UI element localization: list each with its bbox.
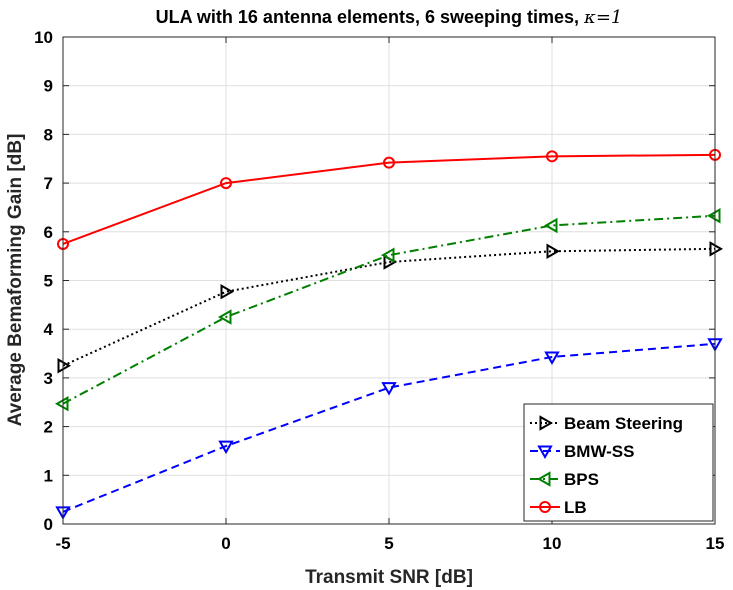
y-tick-label: 6 (44, 223, 53, 242)
y-tick-label: 8 (44, 125, 53, 144)
legend-label: BMW-SS (564, 442, 634, 461)
data-point-bps (217, 309, 232, 325)
legend-marker (539, 501, 551, 513)
data-point-beam-steering (709, 241, 724, 257)
data-point-lb (546, 150, 558, 163)
y-tick-label: 4 (44, 320, 54, 339)
legend: Beam Steering BMW-SS BPS LB (523, 403, 714, 522)
chart-title: ULA with 16 antenna elements, 6 sweeping… (156, 7, 623, 28)
legend-label: LB (564, 498, 587, 517)
data-point-bps (706, 208, 721, 224)
y-tick-label: 1 (44, 466, 53, 485)
x-tick-label: -5 (55, 534, 70, 553)
legend-items: Beam Steering BMW-SS BPS LB (530, 414, 683, 517)
data-point-bmw-ss (381, 382, 397, 396)
x-tick-label: 5 (384, 534, 393, 553)
data-point-bmw-ss (218, 440, 234, 455)
data-point-bmw-ss (544, 351, 560, 365)
y-tick-label: 9 (44, 77, 53, 96)
legend-item-lb: LB (530, 498, 587, 517)
legend-label: Beam Steering (564, 414, 683, 433)
y-tick-label: 5 (44, 272, 53, 291)
series-line-bmw-ss (62, 342, 716, 513)
axis-ticks (62, 36, 716, 525)
data-point-bps (54, 395, 69, 412)
data-point-bps (543, 217, 558, 234)
series-line-lb (62, 153, 716, 245)
data-point-beam-steering (57, 358, 72, 374)
x-tick-label: 10 (543, 534, 562, 553)
y-tick-label: 7 (44, 174, 53, 193)
legend-marker (536, 471, 551, 487)
legend-label: BPS (564, 470, 599, 489)
y-tick-label: 10 (34, 28, 53, 47)
data-point-lb (383, 156, 395, 169)
data-point-bps (380, 247, 395, 263)
y-tick-label: 2 (44, 418, 53, 437)
series-bps (54, 208, 721, 412)
data-point-beam-steering (220, 283, 235, 300)
grid (62, 36, 716, 525)
data-point-beam-steering (546, 243, 561, 260)
x-axis-label: Transmit SNR [dB] (305, 567, 473, 588)
legend-marker (539, 415, 554, 431)
y-axis-label: Average Bemaforming Gain [dB] (5, 134, 26, 427)
x-tick-label: 0 (221, 534, 230, 553)
y-tick-label: 0 (44, 515, 53, 534)
legend-item-bps: BPS (530, 470, 599, 489)
legend-item-beam-steering: Beam Steering (530, 414, 683, 433)
legend-marker (537, 445, 553, 460)
x-tick-label: 15 (706, 534, 725, 553)
y-tick-label: 3 (44, 369, 53, 388)
data-point-lb (220, 177, 232, 190)
legend-item-bmw-ss: BMW-SS (530, 442, 634, 461)
